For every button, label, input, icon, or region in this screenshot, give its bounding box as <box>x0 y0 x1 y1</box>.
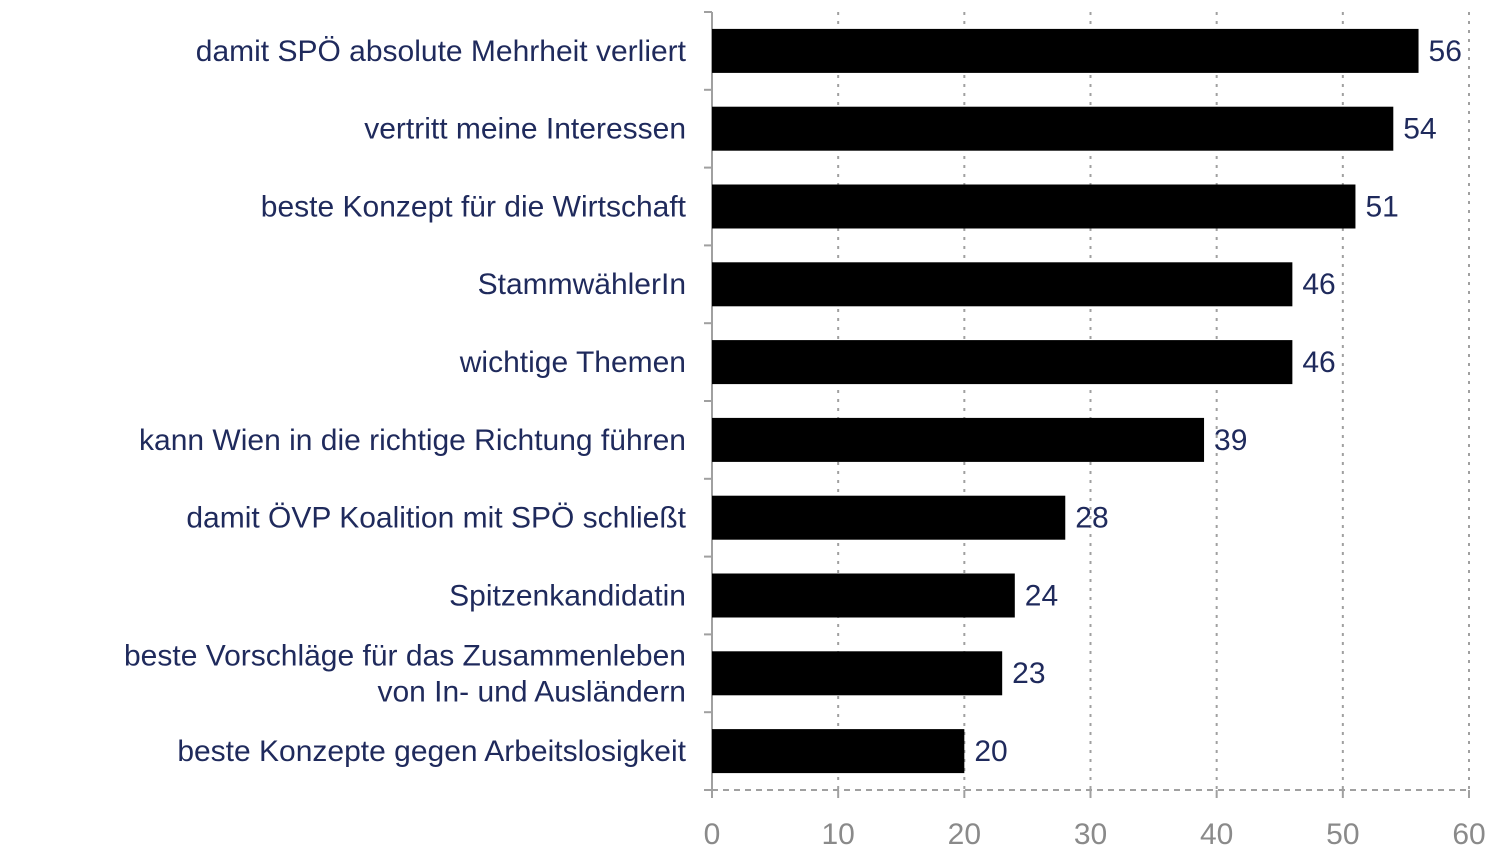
bar <box>712 573 1015 618</box>
category-label: StammwählerIn <box>478 268 686 301</box>
bar <box>712 106 1394 151</box>
value-label: 46 <box>1302 268 1335 301</box>
bar <box>712 729 965 774</box>
x-tick-label: 0 <box>704 818 721 851</box>
category-label: vertritt meine Interessen <box>364 113 686 146</box>
x-tick-label: 50 <box>1326 818 1359 851</box>
x-tick-label: 60 <box>1452 818 1485 851</box>
x-tick-label: 20 <box>948 818 981 851</box>
value-label: 56 <box>1429 35 1462 68</box>
value-label: 24 <box>1025 579 1058 612</box>
category-label: beste Konzepte gegen Arbeitslosigkeit <box>177 735 686 768</box>
bar <box>712 417 1205 462</box>
bar <box>712 28 1419 73</box>
category-label: Spitzenkandidatin <box>449 579 686 612</box>
bar <box>712 495 1066 540</box>
value-label: 46 <box>1302 346 1335 379</box>
category-label: wichtige Themen <box>459 346 686 379</box>
value-label: 39 <box>1214 424 1247 457</box>
bar <box>712 651 1003 696</box>
x-tick-label: 10 <box>821 818 854 851</box>
category-label: damit SPÖ absolute Mehrheit verliert <box>196 35 687 68</box>
category-label: kann Wien in die richtige Richtung führe… <box>139 424 686 457</box>
value-label: 28 <box>1075 502 1108 535</box>
bar <box>712 340 1293 385</box>
value-label: 51 <box>1365 190 1398 223</box>
bar <box>712 184 1356 229</box>
bar <box>712 262 1293 307</box>
x-tick-label: 30 <box>1074 818 1107 851</box>
value-label: 20 <box>974 735 1007 768</box>
category-label: beste Konzept für die Wirtschaft <box>261 190 687 223</box>
value-label: 54 <box>1403 113 1436 146</box>
category-label: damit ÖVP Koalition mit SPÖ schließt <box>186 502 686 535</box>
x-tick-label: 40 <box>1200 818 1233 851</box>
category-label: beste Vorschläge für das Zusammenleben vo… <box>124 639 686 708</box>
value-label: 23 <box>1012 657 1045 690</box>
